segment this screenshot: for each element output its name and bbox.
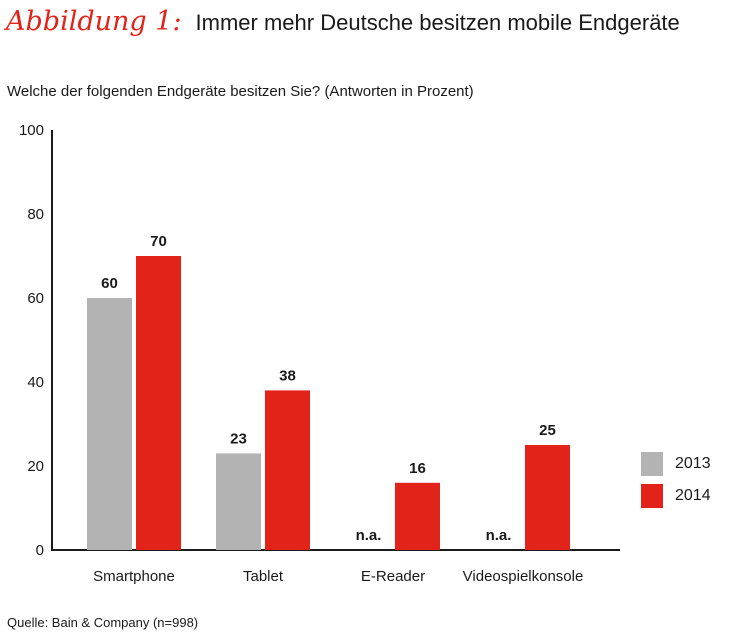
legend-label-2014: 2014 [675,487,711,504]
y-tick-label: 100 [19,122,44,139]
legend-item-2013: 2013 [641,451,711,477]
data-label: 70 [150,233,167,250]
legend-swatch-2013 [641,452,663,476]
y-tick-label: 80 [27,206,44,223]
chart-question: Welche der folgenden Endgeräte besitzen … [7,83,474,100]
figure-title-row: Abbildung 1: Immer mehr Deutsche besitze… [6,6,680,46]
data-label: 23 [230,430,247,447]
legend: 2013 2014 [641,451,711,515]
data-label-na: n.a. [356,527,382,544]
data-label: 60 [101,275,118,292]
data-label: 38 [279,367,296,384]
bar-2014-tablet [265,390,310,550]
figure-label: Abbildung 1: [6,6,182,37]
legend-label-2013: 2013 [675,455,711,472]
bar-2014-smartphone [136,256,181,550]
legend-swatch-2014 [641,484,663,508]
legend-item-2014: 2014 [641,483,711,509]
data-label: 25 [539,422,556,439]
x-category-label: E-Reader [361,568,425,585]
y-tick-label: 0 [36,542,44,559]
source-note: Quelle: Bain & Company (n=998) [7,615,199,630]
x-category-label: Smartphone [93,568,175,585]
data-label-na: n.a. [486,527,512,544]
bar-2014-videospielkonsole [525,445,570,550]
data-label: 16 [409,460,426,477]
bar-2013-smartphone [87,298,132,550]
y-tick-label: 20 [27,458,44,475]
x-category-label: Tablet [243,568,284,585]
figure-title: Immer mehr Deutsche besitzen mobile Endg… [195,10,680,35]
x-category-label: Videospielkonsole [463,568,584,585]
bar-2014-e-reader [395,482,440,550]
y-tick-label: 60 [27,290,44,307]
y-tick-label: 40 [27,374,44,391]
bar-2013-tablet [216,453,261,550]
